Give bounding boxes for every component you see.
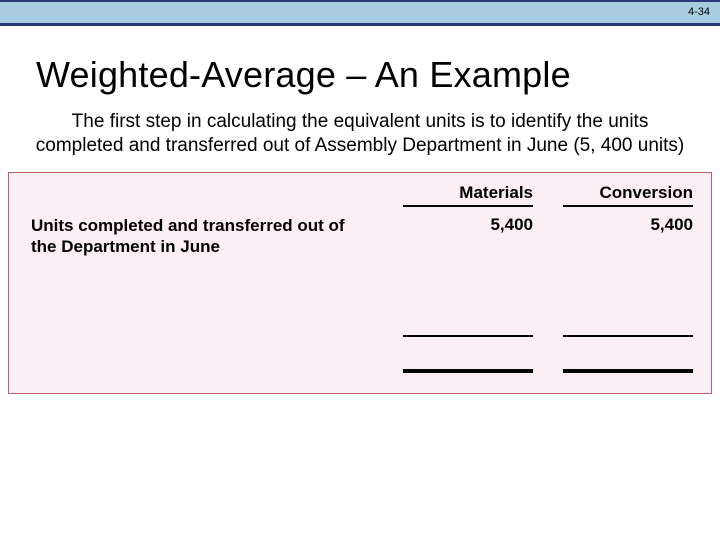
- intro-text: The first step in calculating the equiva…: [30, 110, 690, 158]
- single-underline: [403, 335, 533, 337]
- column-header-materials: Materials: [403, 183, 533, 207]
- page-title: Weighted-Average – An Example: [36, 54, 720, 96]
- header-bar: 4-34: [0, 0, 720, 26]
- rule-cell: [403, 366, 533, 373]
- cell-value: 5,400: [650, 215, 693, 234]
- column-header-conversion: Conversion: [563, 183, 693, 207]
- header-underline: [403, 205, 533, 207]
- col-header-label: Conversion: [599, 183, 693, 202]
- double-underline: [403, 369, 533, 373]
- col-header-label: Materials: [459, 183, 533, 202]
- table-row: Units completed and transferred out of t…: [31, 215, 693, 258]
- table-header-row: Materials Conversion: [31, 183, 693, 207]
- cell-value: 5,400: [490, 215, 533, 234]
- equivalent-units-table: Materials Conversion Units completed and…: [8, 172, 712, 394]
- single-underline: [563, 335, 693, 337]
- materials-value: 5,400: [403, 215, 533, 235]
- page-number: 4-34: [688, 6, 710, 18]
- double-underline: [563, 369, 693, 373]
- row-label: Units completed and transferred out of t…: [31, 215, 371, 258]
- rule-cell: [403, 333, 533, 337]
- rule-cell: [563, 333, 693, 337]
- total-rule-row: [9, 366, 693, 373]
- rule-cell: [563, 366, 693, 373]
- conversion-value: 5,400: [563, 215, 693, 235]
- subtotal-rule-row: [9, 333, 693, 337]
- header-underline: [563, 205, 693, 207]
